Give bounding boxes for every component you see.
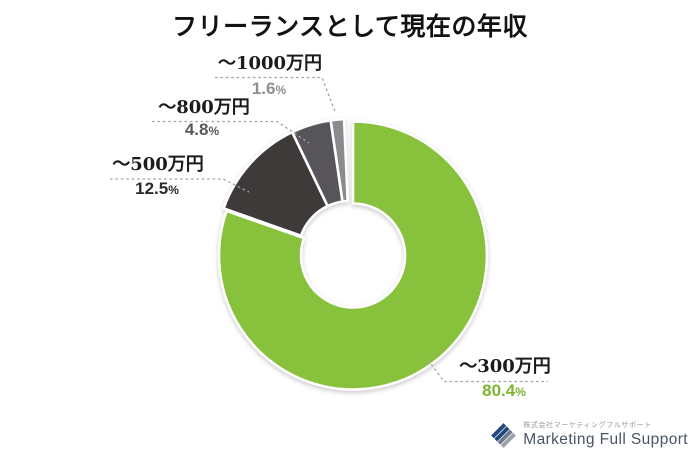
slice-label-800: 〜800万円: [158, 97, 250, 118]
pct-value: 80.4: [482, 381, 516, 400]
chart-title: フリーランスとして現在の年収: [172, 13, 528, 41]
logo-company-en: Marketing Full Support: [523, 431, 688, 449]
logo-icon: [491, 423, 517, 448]
slice-pct-500: 12.5%: [135, 180, 179, 198]
pct-symbol: %: [208, 124, 220, 138]
slice-pct-300: 80.4%: [482, 382, 526, 400]
slice-pct-1000: 1.6%: [252, 80, 286, 98]
pct-value: 4.8: [184, 120, 209, 139]
slice-label-500: 〜500万円: [112, 154, 204, 175]
slice-label-1000: 〜1000万円: [217, 53, 323, 74]
slice-label-300: 〜300万円: [459, 356, 551, 377]
logo-text: 株式会社マーケティングフルサポート Marketing Full Support: [523, 419, 688, 449]
slice-pct-800: 4.8%: [185, 121, 219, 139]
pct-symbol: %: [275, 83, 287, 97]
leader-line-500: [110, 178, 250, 193]
donut-slice-300: [217, 120, 489, 391]
pct-symbol: %: [515, 385, 526, 399]
logo-company-ja: 株式会社マーケティングフルサポート: [523, 422, 652, 429]
leader-line-800: [152, 120, 310, 144]
leader-lines: [110, 76, 548, 383]
pct-symbol: %: [168, 183, 179, 197]
company-logo: 株式会社マーケティングフルサポート Marketing Full Support: [488, 419, 688, 451]
donut-slices: [217, 117, 489, 391]
pct-value: 12.5: [135, 179, 169, 198]
donut-slice-1000: [329, 117, 349, 203]
pct-value: 1.6: [251, 79, 276, 98]
